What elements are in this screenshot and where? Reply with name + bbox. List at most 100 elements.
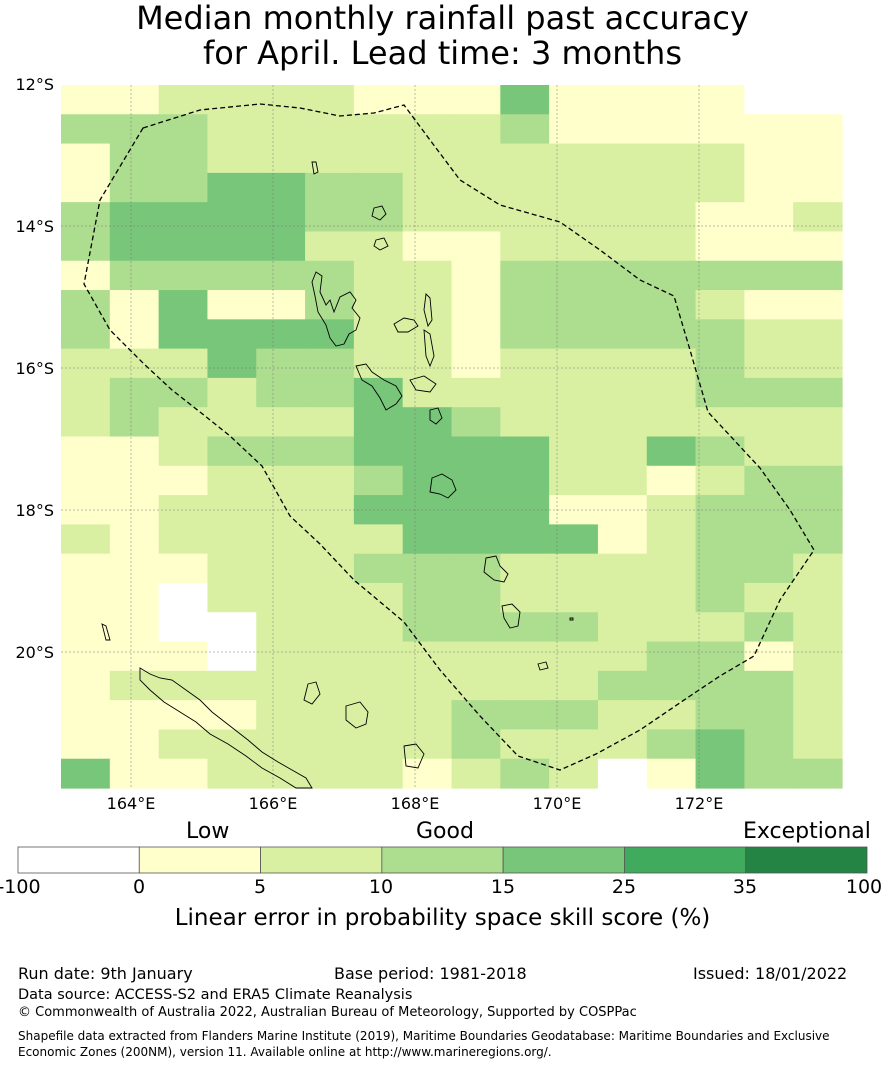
heatmap-cell (695, 231, 745, 262)
heatmap-cell (61, 612, 111, 643)
heatmap-cell (353, 260, 404, 291)
heatmap-cell (451, 582, 501, 613)
heatmap-cell (744, 758, 794, 789)
heatmap-cell (744, 377, 794, 408)
heatmap-cell (597, 319, 648, 350)
heatmap-cell (353, 319, 404, 350)
colorbar-swatch (745, 846, 868, 874)
heatmap-cell (597, 114, 648, 145)
heatmap-cell (451, 85, 501, 115)
heatmap-cell (646, 465, 697, 496)
heatmap-cell (353, 114, 404, 145)
heatmap-cell (549, 290, 599, 320)
heatmap-cell (793, 114, 843, 145)
heatmap-cell (500, 436, 550, 467)
heatmap-cell (109, 319, 160, 350)
heatmap-cell (500, 231, 550, 262)
heatmap-cell (597, 524, 648, 555)
heatmap-cell (597, 202, 648, 233)
heatmap-cell (646, 348, 697, 379)
colorbar-tick: 35 (732, 876, 758, 898)
heatmap-cell (305, 319, 355, 350)
heatmap-cell (549, 641, 599, 672)
heatmap-cell (61, 700, 111, 731)
heatmap-cell (744, 670, 794, 701)
heatmap-cell (402, 729, 453, 760)
heatmap-cell (109, 670, 160, 701)
heatmap-cell (158, 641, 209, 672)
heatmap-cell (256, 319, 306, 350)
heatmap-cell (549, 407, 599, 438)
heatmap-cell (305, 436, 355, 467)
heatmap-cell (549, 670, 599, 701)
colorbar-tick: 10 (368, 876, 394, 898)
new-caledonia-main-island (139, 667, 313, 789)
heatmap-cell (207, 670, 257, 701)
heatmap-cell (158, 202, 209, 233)
ouvea-island (303, 681, 321, 705)
heatmap-cell (793, 260, 843, 291)
heatmap-cell (646, 202, 697, 233)
heatmap-cell (744, 641, 794, 672)
heatmap-cell (402, 436, 453, 467)
heatmap-cell (500, 407, 550, 438)
heatmap-cell (158, 612, 209, 643)
heatmap-cell (597, 377, 648, 408)
heatmap-cell (549, 612, 599, 643)
efate-island (429, 473, 457, 499)
heatmap-cell (402, 641, 453, 672)
heatmap-cell (744, 582, 794, 613)
heatmap-cell (158, 143, 209, 174)
heatmap-cell (256, 465, 306, 496)
colorbar-tick: 5 (253, 876, 267, 898)
colorbar-swatch (381, 846, 504, 874)
heatmap-cell (305, 114, 355, 145)
heatmap-cell (500, 524, 550, 555)
heatmap-cell (158, 172, 209, 203)
colorbar-tick: 100 (845, 876, 883, 898)
heatmap-cell (256, 729, 306, 760)
heatmap-cell (158, 377, 209, 408)
heatmap-cell (500, 85, 550, 115)
heatmap-cell (305, 758, 355, 789)
map-title-line1: Median monthly rainfall past accuracy (136, 0, 749, 37)
heatmap-cell (61, 729, 111, 760)
heatmap-cell (597, 436, 648, 467)
heatmap-cell (646, 172, 697, 203)
heatmap-cell (451, 114, 501, 145)
data-source: Data source: ACCESS-S2 and ERA5 Climate … (18, 987, 413, 1003)
heatmap-cell (402, 143, 453, 174)
heatmap-cell (61, 114, 111, 145)
heatmap-cell (305, 612, 355, 643)
shapefile-credit-line1: Shapefile data extracted from Flanders M… (18, 1029, 830, 1043)
heatmap-cell (646, 319, 697, 350)
heatmap-cell (305, 553, 355, 584)
heatmap-cell (549, 729, 599, 760)
heatmap-cell (402, 465, 453, 496)
heatmap-cell (256, 670, 306, 701)
heatmap-cell (109, 172, 160, 203)
heatmap-cell (500, 114, 550, 145)
heatmap-cell (744, 231, 794, 262)
heatmap-cell (207, 495, 257, 525)
heatmap-cell (646, 758, 697, 789)
heatmap-cell (451, 231, 501, 262)
legend-category-exceptional: Exceptional (743, 819, 871, 844)
heatmap-cell (549, 172, 599, 203)
heatmap-cell (256, 143, 306, 174)
heatmap-cell (158, 553, 209, 584)
lon-label-168e: 168°E (390, 794, 440, 813)
heatmap-cell (207, 290, 257, 320)
heatmap-cell (109, 700, 160, 731)
heatmap-cell (695, 670, 745, 701)
heatmap-cell (256, 407, 306, 438)
heatmap-cell (695, 582, 745, 613)
colorbar-swatch (624, 846, 747, 874)
heatmap-cell (109, 143, 160, 174)
heatmap-cell (793, 377, 843, 408)
heatmap-cell (646, 260, 697, 291)
heatmap-cell (597, 231, 648, 262)
colorbar-tick: 15 (490, 876, 516, 898)
heatmap-cell (744, 729, 794, 760)
heatmap-cell (744, 260, 794, 291)
